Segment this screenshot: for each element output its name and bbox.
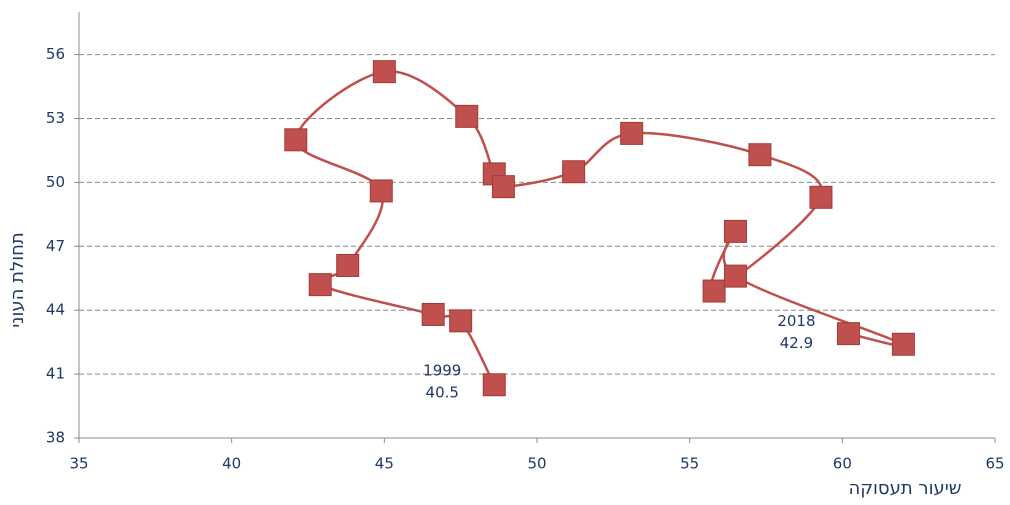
- marker: [308, 273, 332, 297]
- marker: [421, 302, 445, 326]
- y-tick-label: 53: [46, 109, 65, 127]
- y-tick-label: 47: [46, 237, 65, 255]
- marker: [562, 160, 586, 184]
- x-tick-label: 55: [680, 455, 699, 473]
- marker: [284, 128, 308, 152]
- y-tick-label: 44: [46, 301, 65, 319]
- marker: [491, 175, 515, 199]
- marker: [620, 121, 644, 145]
- marker: [372, 60, 396, 84]
- x-tick-label: 50: [527, 455, 546, 473]
- y-axis-label: תחולת העוני: [7, 232, 28, 327]
- marker: [702, 279, 726, 303]
- point-label: 2018: [777, 312, 815, 330]
- point-label: 1999: [423, 361, 461, 379]
- x-axis-label: שיעור תעסוקה: [848, 478, 961, 499]
- marker: [449, 309, 473, 333]
- marker: [482, 373, 506, 397]
- y-tick-label: 38: [46, 429, 65, 447]
- marker: [836, 322, 860, 346]
- x-tick-label: 60: [833, 455, 852, 473]
- x-tick-label: 45: [375, 455, 394, 473]
- marker: [891, 332, 915, 356]
- x-tick-label: 40: [222, 455, 241, 473]
- marker: [748, 143, 772, 167]
- y-tick-label: 41: [46, 365, 65, 383]
- marker: [369, 179, 393, 203]
- marker: [809, 185, 833, 209]
- y-tick-label: 56: [46, 45, 65, 63]
- y-tick-label: 50: [46, 173, 65, 191]
- x-tick-label: 65: [985, 455, 1004, 473]
- marker: [336, 253, 360, 277]
- marker: [455, 104, 479, 128]
- value-label: 40.5: [426, 383, 459, 401]
- x-tick-label: 35: [69, 455, 88, 473]
- marker: [723, 264, 747, 288]
- marker: [723, 219, 747, 243]
- value-label: 42.9: [780, 334, 813, 352]
